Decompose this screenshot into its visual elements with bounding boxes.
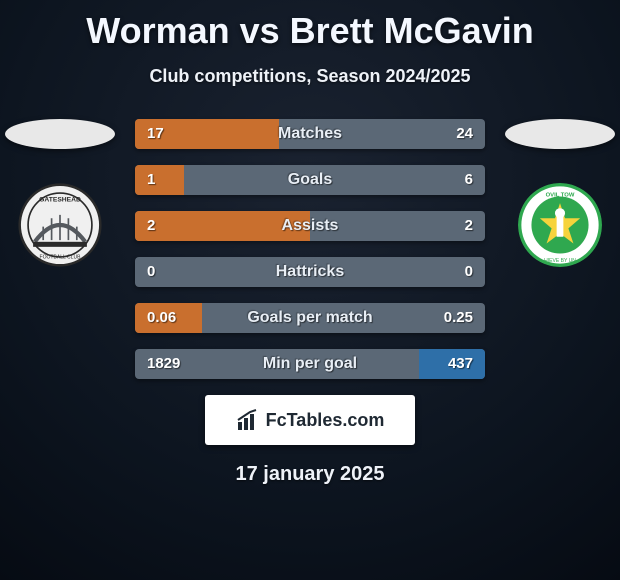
stats-bars: 17 Matches 24 1 Goals 6 2 Assists 2 0 Ha… — [135, 119, 485, 379]
stat-row-assists: 2 Assists 2 — [135, 211, 485, 241]
stat-label: Matches — [135, 119, 485, 149]
svg-text:HIEVE BY UN: HIEVE BY UN — [544, 258, 576, 264]
player-left-column: GATESHEAD FOOTBALL CLUB — [0, 119, 120, 267]
player-left-silhouette — [5, 119, 115, 149]
brand-box[interactable]: FcTables.com — [205, 395, 415, 445]
yeovil-crest-icon: OVIL TOW HIEVE BY UN — [518, 183, 602, 267]
stat-value-right: 6 — [465, 165, 473, 195]
stat-row-goals-per-match: 0.06 Goals per match 0.25 — [135, 303, 485, 333]
stat-row-hattricks: 0 Hattricks 0 — [135, 257, 485, 287]
stat-label: Min per goal — [135, 349, 485, 379]
stat-label: Assists — [135, 211, 485, 241]
stat-value-right: 437 — [448, 349, 473, 379]
gateshead-crest-icon: GATESHEAD FOOTBALL CLUB — [18, 183, 102, 267]
stat-value-right: 24 — [456, 119, 473, 149]
stat-label: Hattricks — [135, 257, 485, 287]
svg-text:GATESHEAD: GATESHEAD — [39, 196, 81, 203]
club-badge-left: GATESHEAD FOOTBALL CLUB — [18, 183, 102, 267]
stat-row-goals: 1 Goals 6 — [135, 165, 485, 195]
stat-value-right: 0 — [465, 257, 473, 287]
player-right-column: OVIL TOW HIEVE BY UN — [500, 119, 620, 267]
brand-text: FcTables.com — [266, 410, 385, 431]
comparison-area: GATESHEAD FOOTBALL CLUB OVIL TOW HIEVE B… — [0, 119, 620, 379]
stat-row-matches: 17 Matches 24 — [135, 119, 485, 149]
stat-value-right: 2 — [465, 211, 473, 241]
stat-label: Goals — [135, 165, 485, 195]
player-right-silhouette — [505, 119, 615, 149]
stat-row-min-per-goal: 1829 Min per goal 437 — [135, 349, 485, 379]
subtitle: Club competitions, Season 2024/2025 — [0, 66, 620, 87]
chart-icon — [236, 408, 260, 432]
stat-label: Goals per match — [135, 303, 485, 333]
club-badge-right: OVIL TOW HIEVE BY UN — [518, 183, 602, 267]
svg-text:FOOTBALL CLUB: FOOTBALL CLUB — [40, 255, 82, 261]
page-title: Worman vs Brett McGavin — [0, 0, 620, 52]
date-label: 17 january 2025 — [0, 463, 620, 486]
stat-value-right: 0.25 — [444, 303, 473, 333]
svg-text:OVIL TOW: OVIL TOW — [546, 192, 575, 198]
